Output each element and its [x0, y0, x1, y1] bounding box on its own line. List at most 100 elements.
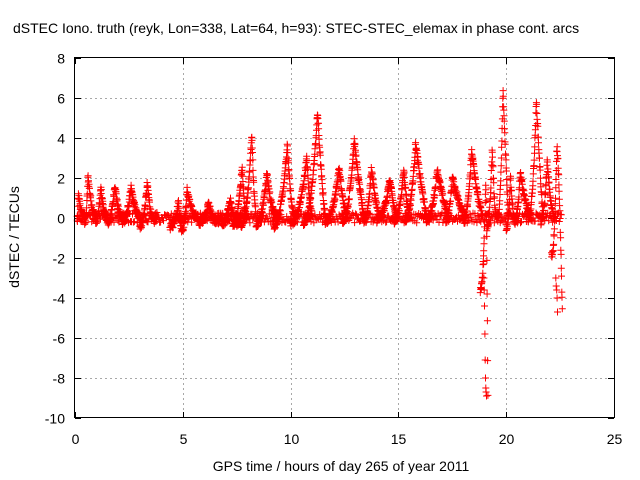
- data-point: [313, 121, 321, 129]
- data-point: [529, 177, 537, 185]
- y-tick-label: 6: [57, 91, 65, 107]
- data-point: [523, 209, 531, 217]
- data-point: [520, 211, 528, 219]
- data-point: [246, 219, 254, 227]
- data-point: [191, 210, 199, 218]
- data-point: [490, 179, 498, 187]
- data-point: [555, 187, 563, 195]
- data-point: [531, 143, 539, 151]
- data-point: [157, 218, 165, 226]
- data-point: [497, 154, 505, 162]
- data-point: [501, 140, 509, 148]
- data-point: [334, 218, 342, 226]
- data-point: [150, 217, 158, 225]
- data-point: [113, 195, 121, 203]
- data-point: [480, 260, 488, 268]
- data-point: [277, 211, 285, 219]
- data-point: [319, 189, 327, 197]
- data-point: [351, 219, 359, 227]
- data-point: [552, 274, 560, 282]
- data-point: [527, 198, 535, 206]
- data-point: [412, 139, 420, 147]
- data-point: [498, 143, 506, 151]
- data-point: [394, 209, 402, 217]
- x-axis-title: GPS time / hours of day 265 of year 2011: [213, 458, 470, 474]
- data-point: [141, 202, 149, 210]
- data-point: [447, 197, 455, 205]
- data-point: [381, 214, 389, 221]
- data-point: [173, 211, 181, 218]
- data-point: [337, 177, 345, 185]
- data-point: [141, 212, 149, 220]
- data-point: [558, 305, 566, 313]
- data-point: [487, 217, 494, 225]
- data-points: [73, 87, 566, 400]
- data-point: [545, 178, 553, 186]
- data-point: [402, 183, 410, 191]
- data-point: [305, 213, 313, 221]
- data-point: [130, 218, 138, 226]
- data-point: [262, 213, 270, 221]
- data-point: [271, 209, 279, 217]
- y-tick-label: 8: [57, 51, 65, 67]
- data-point: [303, 157, 311, 164]
- data-point: [284, 159, 292, 167]
- y-tick-label: 0: [57, 211, 65, 227]
- data-point: [129, 210, 136, 218]
- data-point: [310, 159, 318, 167]
- data-point: [201, 210, 209, 218]
- data-point: [483, 317, 491, 325]
- data-point: [263, 215, 271, 222]
- data-point: [488, 158, 496, 166]
- data-point: [263, 170, 271, 178]
- data-point: [200, 211, 208, 219]
- data-point: [139, 217, 147, 225]
- data-point: [501, 129, 509, 137]
- data-point: [365, 209, 373, 217]
- data-point: [515, 215, 523, 223]
- data-point: [467, 214, 475, 222]
- data-point: [382, 218, 390, 226]
- data-point: [310, 219, 318, 227]
- data-point: [557, 234, 565, 242]
- data-point: [557, 211, 565, 219]
- data-point: [500, 117, 508, 125]
- data-point: [298, 218, 306, 226]
- data-point: [555, 218, 563, 225]
- chart-title: dSTEC Iono. truth (reyk, Lon=338, Lat=64…: [13, 20, 579, 36]
- data-point: [249, 166, 257, 174]
- data-point: [114, 202, 122, 210]
- data-point: [536, 154, 543, 162]
- data-point: [497, 168, 505, 176]
- data-point: [507, 174, 515, 182]
- plot-frame: [74, 57, 615, 418]
- data-point: [531, 217, 539, 225]
- data-point: [424, 210, 432, 218]
- y-tick-label: -4: [53, 291, 66, 307]
- data-point: [209, 218, 217, 226]
- data-point: [546, 185, 554, 193]
- data-point: [133, 219, 141, 227]
- data-point: [490, 219, 498, 227]
- data-point: [502, 156, 510, 164]
- data-point: [287, 187, 295, 194]
- data-point: [306, 203, 313, 210]
- data-point: [482, 197, 490, 205]
- data-point: [196, 209, 204, 217]
- data-point: [80, 209, 88, 217]
- data-point: [439, 190, 447, 198]
- data-point: [425, 218, 433, 226]
- data-point: [534, 122, 542, 130]
- data-point: [545, 217, 553, 225]
- data-point: [481, 302, 488, 310]
- data-point: [542, 190, 549, 198]
- data-point: [250, 213, 258, 221]
- data-point: [471, 210, 479, 218]
- data-point: [288, 216, 296, 224]
- data-point: [558, 293, 566, 301]
- data-point: [550, 232, 558, 240]
- data-point: [307, 217, 315, 225]
- data-point: [481, 330, 489, 338]
- data-point: [532, 109, 540, 117]
- data-point: [480, 286, 488, 294]
